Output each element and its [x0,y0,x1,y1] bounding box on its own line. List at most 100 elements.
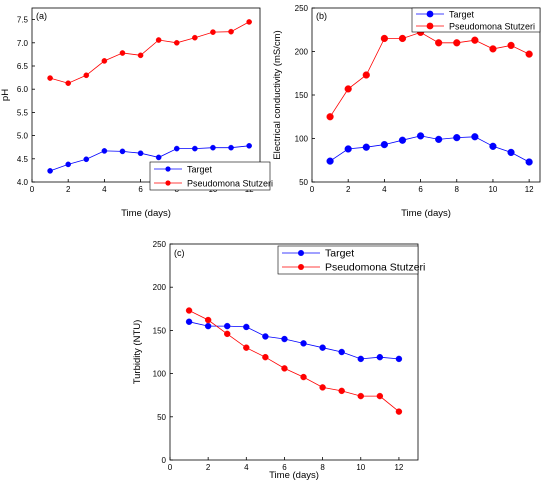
data-point [185,318,193,325]
data-point [362,143,370,151]
x-tick-label: 2 [66,185,71,194]
series-line [188,310,400,412]
legend-swatch-marker [165,166,171,172]
y-tick-label: 100 [295,135,309,144]
y-tick-label: 7.5 [17,16,29,25]
data-point [453,39,461,47]
data-point [192,145,198,152]
series-line [329,135,530,163]
y-tick-label: 6.5 [17,62,29,71]
data-point [338,348,345,356]
data-point [395,355,403,363]
data-point [155,37,162,43]
x-tick-label: 6 [418,185,423,194]
y-tick-label: 150 [153,326,167,335]
data-point [47,75,53,81]
data-point [435,135,443,143]
data-point [416,132,425,140]
data-point [119,50,126,56]
x-tick-label: 4 [382,185,387,194]
legend-label: Pseudomona Stutzeri [325,262,425,274]
data-point [453,134,461,142]
y-tick-label: 150 [295,91,309,100]
legend-label: Target [187,165,213,175]
data-point [83,156,90,163]
data-point [344,145,352,153]
data-point [119,148,126,155]
data-point [228,28,234,35]
legend-swatch-marker [426,10,434,18]
y-tick-label: 100 [153,370,167,379]
series-line [49,145,250,172]
panel-label: (c) [174,248,185,258]
x-tick-label: 8 [320,463,325,472]
data-point [173,145,180,152]
data-point [137,52,144,59]
plot-frame [31,7,261,183]
legend-swatch-marker [298,264,304,270]
y-tick-label: 50 [157,413,166,422]
x-axis-label: Time (days) [121,208,171,219]
data-point [243,323,250,331]
data-point [380,34,388,43]
x-axis-label: Time (days) [401,208,451,219]
data-point [326,157,334,165]
data-point [65,80,71,86]
y-tick-label: 6.0 [17,85,29,94]
data-point [326,113,334,121]
y-tick-label: 250 [295,4,309,13]
y-tick-label: 7.0 [17,39,29,48]
plot-frame [311,7,541,183]
x-axis-label: Time (days) [269,470,319,481]
data-point [210,144,216,151]
data-point [525,158,533,166]
series-line [329,31,530,118]
chart-panel-2: 0 2 4 6 8 10 12 50 100 150 200 250 Time (days) Electr… [272,4,541,219]
data-point [101,148,108,154]
data-point [357,355,364,363]
data-point [338,387,345,395]
data-point [300,340,307,347]
data-point [185,307,193,314]
series-line [49,21,250,84]
data-point [507,41,515,50]
data-point [204,322,212,330]
data-point [65,161,71,168]
data-point [344,85,352,93]
data-point [398,136,407,144]
data-point [47,168,53,174]
chart-panel-3: 0 2 4 6 8 10 12 0 50 100 150 200 250 Time (days) Turbi… [132,240,425,481]
data-point [83,72,90,79]
data-point [507,148,515,157]
legend-swatch-marker [298,250,304,256]
y-tick-label: 200 [153,283,167,292]
x-tick-label: 12 [525,185,534,194]
legend-label: Pseudomona Stutzeri [187,179,273,189]
series-line [189,321,399,360]
legend-box [411,7,541,33]
legend-swatch-marker [426,22,434,30]
data-point [101,58,108,64]
y-tick-label: 0 [162,456,167,465]
x-tick-label: 0 [310,185,315,194]
y-axis-label: Turbidity (NTU) [132,320,143,385]
x-tick-label: 2 [206,463,211,472]
data-point [319,344,326,351]
panel-label: (b) [316,11,327,21]
data-point [357,392,364,400]
data-point [224,330,231,338]
x-tick-label: 6 [282,463,287,472]
data-point [137,150,144,157]
data-point [192,34,198,41]
legend-label: Target [325,248,354,260]
x-tick-label: 12 [394,463,403,472]
data-point [228,144,234,151]
legend-swatch-marker [165,180,171,186]
x-tick-label: 4 [102,185,107,194]
data-point [525,50,533,58]
data-point [262,333,269,340]
x-tick-label: 2 [346,185,351,194]
data-point [243,344,250,351]
